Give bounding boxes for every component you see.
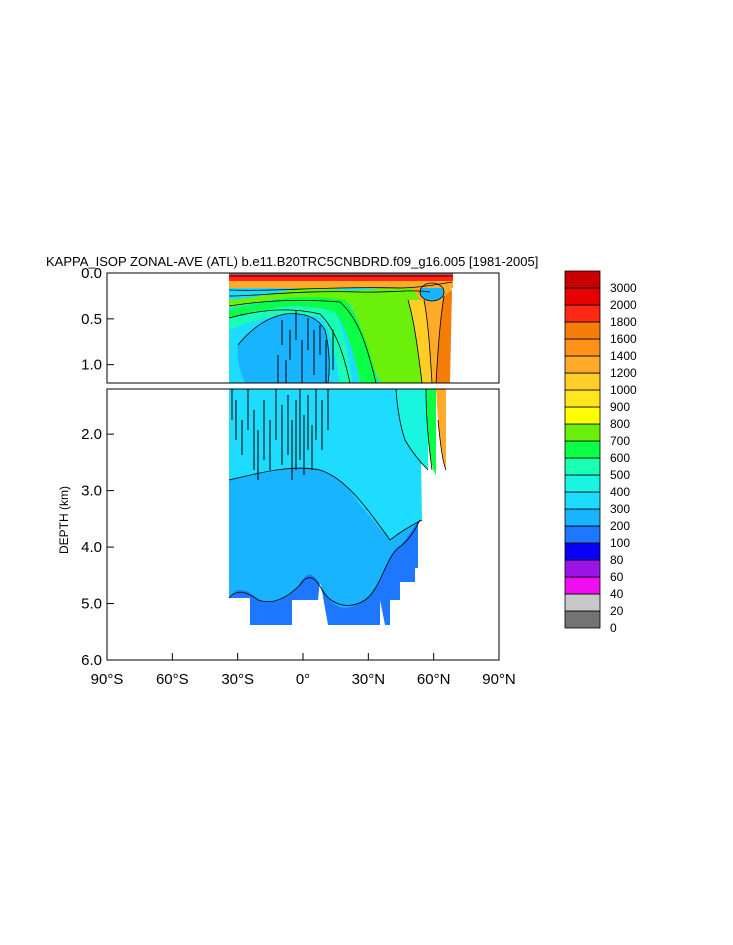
colorbar-box bbox=[564, 474, 601, 493]
x-tick-label: 30°N bbox=[352, 671, 386, 688]
lower-y-tick-label: 5.0 bbox=[81, 596, 102, 613]
colorbar-label: 2000 bbox=[610, 298, 637, 312]
upper-y-tick-label: 0.0 bbox=[81, 265, 102, 282]
colorbar-box bbox=[564, 559, 601, 578]
x-tick-label: 90°N bbox=[482, 671, 516, 688]
colorbar-box bbox=[564, 355, 601, 374]
colorbar-box bbox=[564, 508, 601, 527]
surface-gray-layer bbox=[229, 273, 453, 275]
colorbar-box bbox=[564, 423, 601, 442]
lower-contours bbox=[228, 389, 447, 606]
x-tick-label: 0° bbox=[296, 671, 310, 688]
colorbar-label: 40 bbox=[610, 587, 624, 601]
upper-lightblue-core bbox=[237, 313, 330, 383]
colorbar-label: 3000 bbox=[610, 281, 637, 295]
upper-panel-frame bbox=[106, 272, 500, 384]
upper-y-tick-label: 1.0 bbox=[81, 357, 102, 374]
upper-contours bbox=[228, 281, 453, 383]
x-tick-label: 60°S bbox=[156, 671, 189, 688]
colorbar-box bbox=[564, 338, 601, 357]
colorbar-label: 80 bbox=[610, 553, 624, 567]
deep-cyan-field bbox=[229, 389, 422, 540]
colorbar-label: 1200 bbox=[610, 366, 637, 380]
colorbar-label: 20 bbox=[610, 604, 624, 618]
colorbar-label: 100 bbox=[610, 536, 630, 550]
colorbar-label: 400 bbox=[610, 485, 630, 499]
surface-red-layer bbox=[229, 276, 453, 281]
upper-y-axis: 0.0 0.5 1.0 bbox=[81, 265, 114, 374]
colorbar-box bbox=[564, 287, 601, 306]
colorbar-box bbox=[564, 576, 601, 595]
colorbar-label: 800 bbox=[610, 417, 630, 431]
colorbar-label: 900 bbox=[610, 400, 630, 414]
colorbar-box bbox=[564, 457, 601, 476]
y-axis-label: DEPTH (km) bbox=[57, 486, 71, 554]
lower-y-tick-label: 6.0 bbox=[81, 652, 102, 669]
colorbar-box bbox=[564, 372, 601, 391]
chart-title: KAPPA_ISOP ZONAL-AVE (ATL) b.e11.B20TRC5… bbox=[46, 254, 538, 269]
upper-panel bbox=[228, 273, 453, 383]
colorbar-label: 1600 bbox=[610, 332, 637, 346]
colorbar-box bbox=[564, 389, 601, 408]
x-tick-label: 30°S bbox=[221, 671, 254, 688]
x-tick-label: 60°N bbox=[417, 671, 451, 688]
upper-green-band bbox=[229, 285, 430, 383]
colorbar-box bbox=[564, 270, 601, 289]
lower-noise-strokes bbox=[231, 389, 329, 480]
lower-panel bbox=[228, 389, 447, 625]
colorbar: 0 20 40 60 80 100 200 300 400 500 600 700 800 900 1000… bbox=[564, 270, 637, 635]
lower-y-tick-label: 2.0 bbox=[81, 426, 102, 443]
lower-y-tick-label: 4.0 bbox=[81, 539, 102, 556]
upper-y-tick-label: 0.5 bbox=[81, 311, 102, 328]
colorbar-box bbox=[564, 406, 601, 425]
colorbar-box bbox=[564, 321, 601, 340]
colorbar-label: 500 bbox=[610, 468, 630, 482]
colorbar-label: 600 bbox=[610, 451, 630, 465]
colorbar-label: 0 bbox=[610, 621, 617, 635]
x-axis: 90°S 60°S 30°S 0° 30°N 60°N 90°N bbox=[91, 653, 516, 688]
colorbar-box bbox=[564, 304, 601, 323]
colorbar-label: 1000 bbox=[610, 383, 637, 397]
deep-teal-north bbox=[396, 389, 428, 470]
upper-cyan-transition bbox=[229, 306, 352, 383]
colorbar-box bbox=[564, 610, 601, 629]
upper-lightgreen-band bbox=[229, 297, 378, 383]
colorbar-label: 60 bbox=[610, 570, 624, 584]
upper-noise-strokes bbox=[277, 310, 334, 383]
colorbar-box bbox=[564, 525, 601, 544]
upper-yellow-north bbox=[408, 300, 432, 383]
x-tick-label: 90°S bbox=[91, 671, 124, 688]
deep-orange-north bbox=[436, 389, 446, 470]
colorbar-box bbox=[564, 542, 601, 561]
colorbar-box bbox=[564, 491, 601, 510]
colorbar-box bbox=[564, 593, 601, 612]
colorbar-label: 1400 bbox=[610, 349, 637, 363]
lower-y-axis: 2.0 3.0 4.0 5.0 6.0 bbox=[81, 426, 114, 669]
lower-y-tick-label: 3.0 bbox=[81, 483, 102, 500]
colorbar-label: 700 bbox=[610, 434, 630, 448]
colorbar-label: 300 bbox=[610, 502, 630, 516]
deep-green-north bbox=[426, 389, 436, 475]
colorbar-box bbox=[564, 440, 601, 459]
colorbar-label: 200 bbox=[610, 519, 630, 533]
colorbar-label: 1800 bbox=[610, 315, 637, 329]
upper-darkorange-north bbox=[436, 290, 452, 383]
